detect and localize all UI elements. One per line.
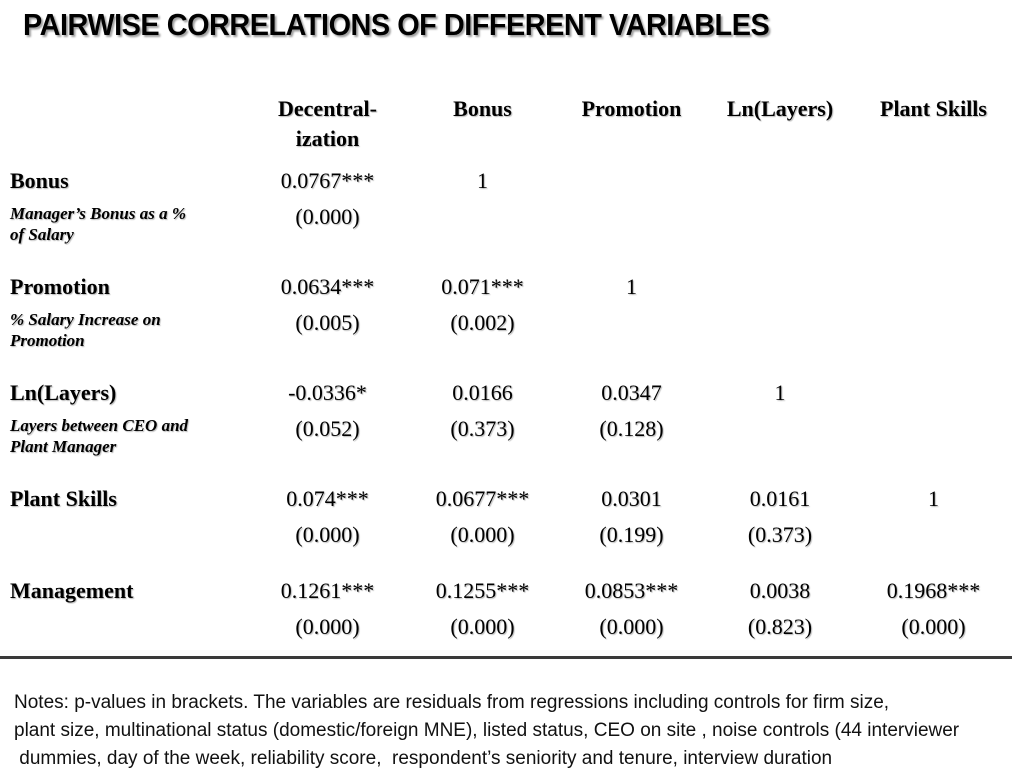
row-sublabel-promotion: % Salary Increase on Promotion bbox=[10, 310, 161, 350]
column-header-empty bbox=[0, 86, 248, 154]
p-value bbox=[855, 195, 1012, 260]
column-header-decentralization: Decentral- ization bbox=[278, 96, 377, 151]
correlation-value bbox=[855, 366, 1012, 407]
row-label-plant-skills: Plant Skills bbox=[10, 486, 117, 511]
correlation-value bbox=[558, 154, 705, 195]
p-value: (0.199) bbox=[599, 522, 664, 547]
correlation-value: 0.1255*** bbox=[435, 578, 530, 603]
table-row-plant-skills-values: Plant Skills 0.074*** 0.0677*** 0.0301 0… bbox=[0, 472, 1012, 513]
p-value: (0.000) bbox=[901, 614, 966, 639]
row-label-management: Management bbox=[10, 578, 134, 603]
row-sublabel-bonus: Manager’s Bonus as a % of Salary bbox=[10, 204, 187, 244]
column-header-plant-skills: Plant Skills bbox=[880, 96, 987, 121]
correlation-value: 0.0347 bbox=[601, 380, 662, 405]
p-value: (0.000) bbox=[450, 522, 515, 547]
p-value: (0.052) bbox=[295, 416, 360, 441]
p-value: (0.373) bbox=[747, 522, 813, 547]
p-value: (0.000) bbox=[295, 614, 360, 639]
column-header-bonus: Bonus bbox=[453, 96, 512, 121]
p-value: (0.000) bbox=[599, 614, 664, 639]
correlation-value: 1 bbox=[626, 274, 637, 299]
p-value bbox=[558, 301, 705, 366]
p-value: (0.000) bbox=[450, 614, 515, 639]
column-header-promotion: Promotion bbox=[581, 96, 682, 121]
note-line-2: plant size, multinational status (domest… bbox=[14, 720, 960, 741]
p-value bbox=[558, 195, 705, 260]
row-label-bonus: Bonus bbox=[10, 168, 69, 193]
p-value: (0.002) bbox=[450, 310, 515, 335]
correlation-value: 1 bbox=[477, 168, 488, 193]
row-label-promotion: Promotion bbox=[10, 274, 110, 299]
p-value: (0.000) bbox=[295, 204, 360, 229]
p-value bbox=[855, 301, 1012, 366]
correlation-value: 0.0166 bbox=[452, 380, 513, 405]
table-row-management-pvalues: (0.000) (0.000) (0.000) (0.823) (0.000) bbox=[0, 605, 1012, 658]
table-row-plant-skills-pvalues: (0.000) (0.000) (0.199) (0.373) bbox=[0, 513, 1012, 564]
correlation-value: 0.0634*** bbox=[280, 274, 375, 299]
row-sublabel-ln-layers: Layers between CEO and Plant Manager bbox=[10, 416, 189, 456]
correlation-value: 1 bbox=[774, 380, 786, 405]
correlation-value: 0.0677*** bbox=[435, 486, 530, 511]
correlation-value bbox=[705, 260, 855, 301]
p-value bbox=[855, 513, 1012, 564]
correlation-value bbox=[855, 260, 1012, 301]
correlation-value: -0.0336* bbox=[288, 380, 367, 405]
correlation-value bbox=[705, 154, 855, 195]
table-row-ln-layers-pvalues: Layers between CEO and Plant Manager (0.… bbox=[0, 407, 1012, 472]
table-row-management-values: Management 0.1261*** 0.1255*** 0.0853***… bbox=[0, 564, 1012, 605]
correlation-value: 0.0301 bbox=[601, 486, 662, 511]
note-line-1: Notes: p-values in brackets. The variabl… bbox=[14, 692, 890, 713]
correlation-value: 0.1968*** bbox=[886, 578, 981, 603]
correlation-value: 0.0161 bbox=[749, 486, 811, 511]
correlation-value: 1 bbox=[928, 486, 939, 511]
p-value bbox=[705, 407, 855, 472]
p-value bbox=[855, 407, 1012, 472]
row-sublabel-management bbox=[0, 605, 248, 658]
correlation-value: 0.1261*** bbox=[280, 578, 375, 603]
table-row-ln-layers-values: Ln(Layers) -0.0336* 0.0166 0.0347 1 bbox=[0, 366, 1012, 407]
correlation-value: 0.074*** bbox=[286, 486, 369, 511]
correlation-value: 0.0853*** bbox=[584, 578, 679, 603]
correlation-value: 0.071*** bbox=[441, 274, 524, 299]
note-line-3: dummies, day of the week, reliability sc… bbox=[14, 748, 833, 768]
notes-block: Notes: p-values in brackets. The variabl… bbox=[14, 689, 959, 768]
p-value: (0.128) bbox=[599, 416, 664, 441]
p-value bbox=[705, 301, 855, 366]
table-row-promotion-pvalues: % Salary Increase on Promotion (0.005) (… bbox=[0, 301, 1012, 366]
correlation-table: Decentral- ization Bonus Promotion Ln(La… bbox=[0, 86, 1012, 659]
header-row: Decentral- ization Bonus Promotion Ln(La… bbox=[0, 86, 1012, 154]
row-label-ln-layers: Ln(Layers) bbox=[10, 380, 117, 405]
p-value: (0.000) bbox=[295, 522, 360, 547]
correlation-value bbox=[855, 154, 1012, 195]
table-row-bonus-values: Bonus 0.0767*** 1 bbox=[0, 154, 1012, 195]
correlation-value: 0.0767*** bbox=[280, 168, 375, 193]
p-value bbox=[705, 195, 855, 260]
correlation-value: 0.0038 bbox=[749, 578, 811, 603]
p-value bbox=[407, 195, 558, 260]
slide-title: PAIRWISE CORRELATIONS OF DIFFERENT VARIA… bbox=[23, 7, 770, 42]
p-value: (0.005) bbox=[295, 310, 360, 335]
table-row-bonus-pvalues: Manager’s Bonus as a % of Salary (0.000) bbox=[0, 195, 1012, 260]
row-sublabel-plant-skills bbox=[0, 513, 248, 564]
p-value: (0.823) bbox=[747, 614, 813, 639]
column-header-ln-layers: Ln(Layers) bbox=[726, 96, 834, 121]
p-value: (0.373) bbox=[450, 416, 515, 441]
table-row-promotion-values: Promotion 0.0634*** 0.071*** 1 bbox=[0, 260, 1012, 301]
